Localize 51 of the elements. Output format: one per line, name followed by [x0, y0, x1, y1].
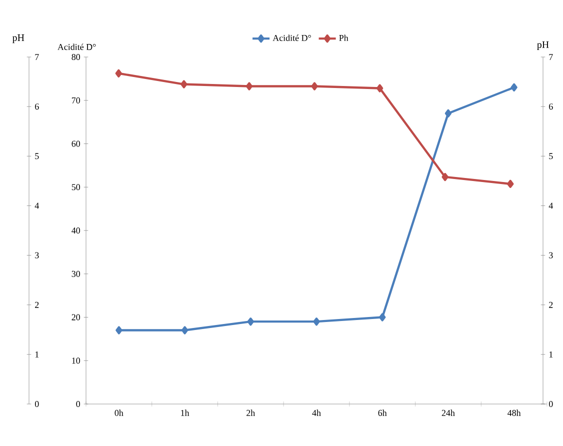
x-tick-label: 24h	[442, 410, 455, 416]
point	[246, 82, 253, 90]
y3-tick-label: 1	[35, 351, 39, 358]
x-tick-label: 0h	[114, 410, 124, 416]
point	[180, 80, 188, 88]
point	[444, 109, 452, 118]
x-tick-label: 4h	[312, 410, 321, 416]
y2-tick-label: 6	[549, 104, 553, 110]
y2-tick-label: 4	[548, 202, 553, 209]
y-tick-label: 0	[76, 400, 80, 408]
y3-axis-title: pH	[12, 34, 24, 44]
point	[379, 313, 386, 322]
y2-tick-label: 5	[549, 153, 553, 160]
y2-tick-label: 7	[549, 54, 553, 60]
y3-tick-label: 0	[34, 400, 39, 408]
y-tick-label: 50	[72, 184, 80, 190]
y3-tick-label: 4	[34, 202, 39, 209]
legend-label: Ph	[339, 34, 348, 41]
point	[115, 69, 122, 78]
y3-tick-label: 2	[35, 302, 39, 308]
y2-tick-label: 3	[549, 252, 553, 258]
y-tick-label: 10	[72, 358, 80, 364]
y3-tick-label: 5	[35, 153, 39, 160]
y3-tick-label: 7	[35, 54, 39, 60]
y-tick-label: 80	[72, 54, 80, 60]
x-tick-label: 2h	[246, 410, 255, 416]
y2-tick-label: 2	[549, 302, 553, 308]
y2-axis-title: pH	[537, 41, 549, 50]
point	[510, 83, 518, 92]
point	[313, 318, 320, 326]
point	[116, 326, 122, 334]
point	[311, 82, 318, 90]
y-tick-label: 30	[72, 270, 80, 277]
y-tick-label: 70	[72, 97, 80, 104]
y-tick-label: 20	[72, 314, 80, 320]
point	[376, 84, 384, 92]
y3-tick-label: 3	[35, 252, 39, 258]
y-tick-label: 40	[72, 227, 80, 234]
x-tick-label: 48h	[508, 410, 521, 416]
y3-tick-label: 6	[35, 104, 39, 110]
point	[247, 318, 254, 326]
point	[442, 172, 448, 182]
point	[181, 326, 188, 334]
point	[507, 180, 514, 188]
y2-tick-label: 1	[549, 351, 553, 358]
x-tick-label: 6h	[378, 410, 387, 416]
y2-tick-label: 0	[548, 400, 553, 408]
y-axis-title: Acidité D°	[58, 44, 96, 50]
legend-label: Acidité D°	[272, 34, 311, 42]
y-tick-label: 60	[72, 140, 80, 147]
x-tick-label: 1h	[181, 410, 190, 416]
